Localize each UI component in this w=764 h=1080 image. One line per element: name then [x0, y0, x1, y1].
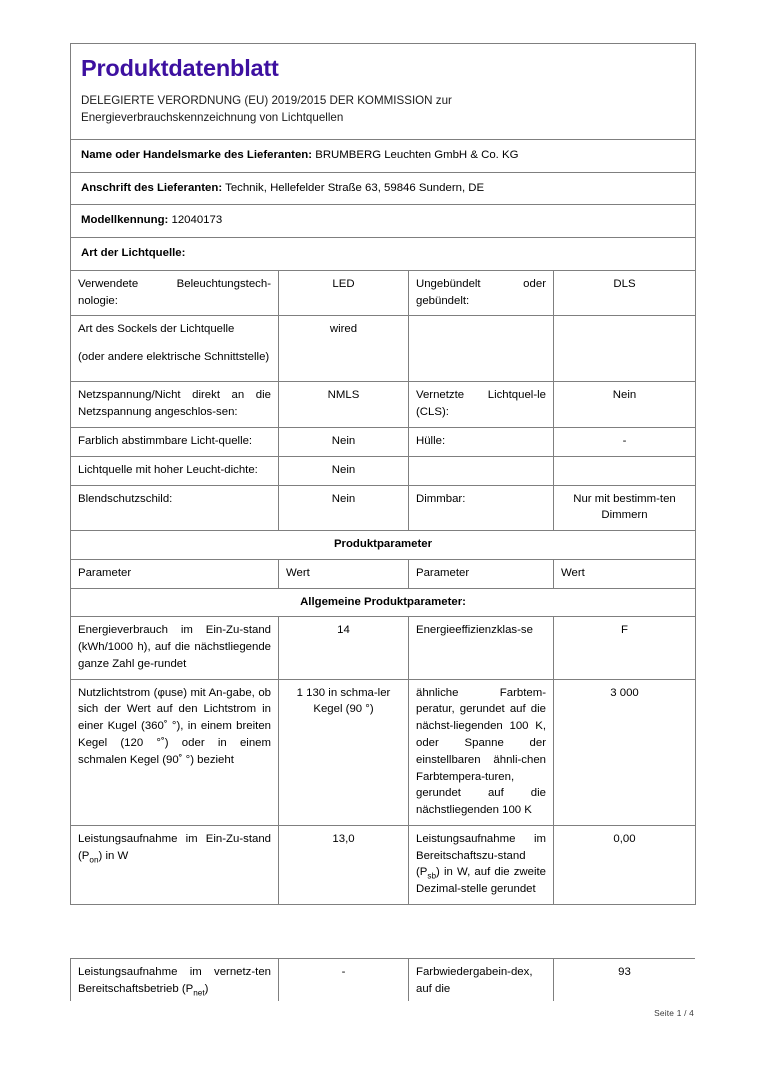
row-value-empty-1 [552, 315, 697, 383]
model-row: Modellkennung: 12040173 [69, 204, 697, 239]
regulation-subtitle-line-1: DELEGIERTE VERORDNUNG (EU) 2019/2015 DER… [81, 93, 452, 107]
row-label-networked-standby-power-pre: Leistungsaufnahme im vernetz-ten Bereits… [78, 966, 271, 995]
supplier-name-value: BRUMBERG Leuchten GmbH & Co. KG [315, 148, 519, 161]
row-label-standby-power-pre: Leistungsaufnahme im Bereitschaftszu-sta… [416, 832, 546, 879]
row-label-empty-1 [408, 315, 554, 383]
datasheet-body: Produktdatenblatt DELEGIERTE VERORDNUNG … [69, 43, 697, 905]
row-value-technology: LED [278, 269, 409, 317]
row-value-cls: Nein [552, 381, 697, 429]
row-label-energy-consumption: Energieverbrauch im Ein-Zu-stand (kWh/10… [70, 616, 279, 680]
row-label-standby-power-subscript: sb [427, 871, 437, 881]
row-label-networked-standby-power: Leistungsaufnahme im vernetz-ten Bereits… [70, 958, 279, 1001]
row-value-mains: NMLS [278, 381, 409, 429]
row-value-empty-2 [552, 455, 697, 486]
row-label-dimmable: Dimmbar: [408, 484, 554, 532]
row-value-cap-type: wired [278, 315, 409, 383]
supplier-address-value: Technik, Hellefelder Straße 63, 59846 Su… [225, 181, 485, 194]
table-row: Leistungsaufnahme im Ein-Zu-stand (Pon) … [70, 824, 697, 905]
row-value-on-mode-power: 13,0 [278, 824, 409, 905]
row-value-useful-luminous-flux: 1 130 in schma-ler Kegel (90 °) [278, 678, 409, 826]
row-value-colour-tunable: Nein [278, 427, 409, 457]
supplier-address-label: Anschrift des Lieferanten: [81, 181, 223, 194]
general-parameters-heading: Allgemeine Produktparameter: [69, 587, 697, 618]
general-parameters-section-row: Allgemeine Produktparameter: [69, 587, 697, 618]
model-label: Modellkennung: [81, 214, 169, 227]
row-label-mains: Netzspannung/Nicht direkt an die Netzspa… [70, 381, 279, 429]
row-label-directional: Ungebündelt oder gebündelt: [408, 269, 554, 317]
row-value-networked-standby-power: - [278, 958, 409, 1001]
row-label-on-mode-power: Leistungsaufnahme im Ein-Zu-stand (Pon) … [70, 824, 279, 905]
row-label-networked-standby-power-subscript: net [193, 988, 205, 998]
table-row: Lichtquelle mit hoher Leucht-dichte: Nei… [70, 455, 697, 486]
row-value-envelope: - [552, 427, 697, 457]
supplier-name-row: Name oder Handelsmarke des Lieferanten: … [69, 138, 697, 173]
product-parameters-section-row: Produktparameter [69, 530, 697, 560]
supplier-address-cell: Anschrift des Lieferanten: Technik, Hell… [69, 171, 697, 206]
column-header-row: Parameter Wert Parameter Wert [70, 558, 697, 589]
model-value: 12040173 [171, 214, 223, 227]
supplier-name-label: Name oder Handelsmarke des Lieferanten: [81, 148, 313, 161]
row-label-useful-luminous-flux: Nutzlichtstrom (φuse) mit An-gabe, ob si… [70, 678, 279, 826]
model-cell: Modellkennung: 12040173 [69, 204, 697, 239]
supplier-address-row: Anschrift des Lieferanten: Technik, Hell… [69, 171, 697, 206]
light-source-type-section-row: Art der Lichtquelle: [69, 237, 697, 271]
page-title: Produktdatenblatt [81, 55, 279, 81]
row-value-energy-class: F [552, 616, 697, 680]
row-label-envelope: Hülle: [408, 427, 554, 457]
row-label-colour-rendering-index: Farbwiedergabein-dex, auf die [408, 958, 554, 1001]
regulation-subtitle-line-2: Energieverbrauchskennzeichnung von Licht… [81, 111, 344, 125]
row-value-dimmable: Nur mit bestimm-ten Dimmern [552, 484, 697, 532]
product-parameters-heading: Produktparameter [69, 530, 697, 560]
row-label-high-luminance: Lichtquelle mit hoher Leucht-dichte: [70, 455, 279, 486]
table-row: Leistungsaufnahme im vernetz-ten Bereits… [70, 958, 695, 1001]
column-header-value-2: Wert [552, 558, 697, 589]
row-label-empty-2 [408, 455, 554, 486]
table-row: Art des Sockels der Lichtquelle (oder an… [70, 315, 697, 383]
light-source-type-heading: Art der Lichtquelle: [81, 247, 186, 260]
row-value-high-luminance: Nein [278, 455, 409, 486]
column-header-value-1: Wert [278, 558, 409, 589]
table-row: Energieverbrauch im Ein-Zu-stand (kWh/10… [70, 616, 697, 680]
table-row: Verwendete Beleuchtungstech-nologie: LED… [70, 269, 697, 317]
row-label-energy-class: Energieeffizienzklas-se [408, 616, 554, 680]
row-value-correlated-colour-temperature: 3 000 [552, 678, 697, 826]
row-label-standby-power: Leistungsaufnahme im Bereitschaftszu-sta… [408, 824, 554, 905]
column-header-parameter-1: Parameter [70, 558, 279, 589]
clipped-table: Leistungsaufnahme im vernetz-ten Bereits… [70, 958, 695, 1001]
row-label-technology: Verwendete Beleuchtungstech-nologie: [70, 269, 279, 317]
table-row: Nutzlichtstrom (φuse) mit An-gabe, ob si… [70, 678, 697, 826]
row-label-on-mode-power-post: ) in W [98, 849, 129, 862]
supplier-name-cell: Name oder Handelsmarke des Lieferanten: … [69, 138, 697, 173]
row-label-correlated-colour-temperature: ähnliche Farbtem-peratur, gerundet auf d… [408, 678, 554, 826]
row-label-cap-type-line-1: Art des Sockels der Lichtquelle [78, 323, 235, 336]
table-row: Netzspannung/Nicht direkt an die Netzspa… [70, 381, 697, 429]
row-label-glare-shield: Blendschutzschild: [70, 484, 279, 532]
light-source-type-section-cell: Art der Lichtquelle: [69, 237, 697, 271]
header-row: Produktdatenblatt DELEGIERTE VERORDNUNG … [69, 43, 697, 140]
row-label-colour-tunable: Farblich abstimmbare Licht-quelle: [70, 427, 279, 457]
row-value-colour-rendering-index: 93 [553, 958, 695, 1001]
table-row: Blendschutzschild: Nein Dimmbar: Nur mit… [70, 484, 697, 532]
column-header-parameter-2: Parameter [408, 558, 554, 589]
row-label-cap-type-line-2: (oder andere elektrische Schnittstelle) [78, 351, 270, 364]
row-value-glare-shield: Nein [278, 484, 409, 532]
datasheet-table: Produktdatenblatt DELEGIERTE VERORDNUNG … [69, 43, 697, 905]
row-label-networked-standby-power-post: ) [204, 982, 209, 995]
row-value-energy-consumption: 14 [278, 616, 409, 680]
row-value-directional: DLS [552, 269, 697, 317]
table-row: Farblich abstimmbare Licht-quelle: Nein … [70, 427, 697, 457]
row-label-cls: Vernetzte Lichtquel-le (CLS): [408, 381, 554, 429]
regulation-subtitle: DELEGIERTE VERORDNUNG (EU) 2019/2015 DER… [81, 92, 685, 127]
row-value-standby-power: 0,00 [552, 824, 697, 905]
clipped-row-container: Leistungsaufnahme im vernetz-ten Bereits… [70, 958, 695, 1001]
header-cell: Produktdatenblatt DELEGIERTE VERORDNUNG … [69, 43, 697, 140]
row-label-on-mode-power-pre: Leistungsaufnahme im Ein-Zu-stand (P [78, 832, 271, 862]
page-footer: Seite 1 / 4 [654, 1008, 694, 1018]
row-label-cap-type: Art des Sockels der Lichtquelle (oder an… [70, 315, 279, 383]
row-label-standby-power-post: ) in W, auf die zweite Dezimal-stelle ge… [416, 866, 546, 896]
row-label-on-mode-power-subscript: on [89, 854, 99, 864]
